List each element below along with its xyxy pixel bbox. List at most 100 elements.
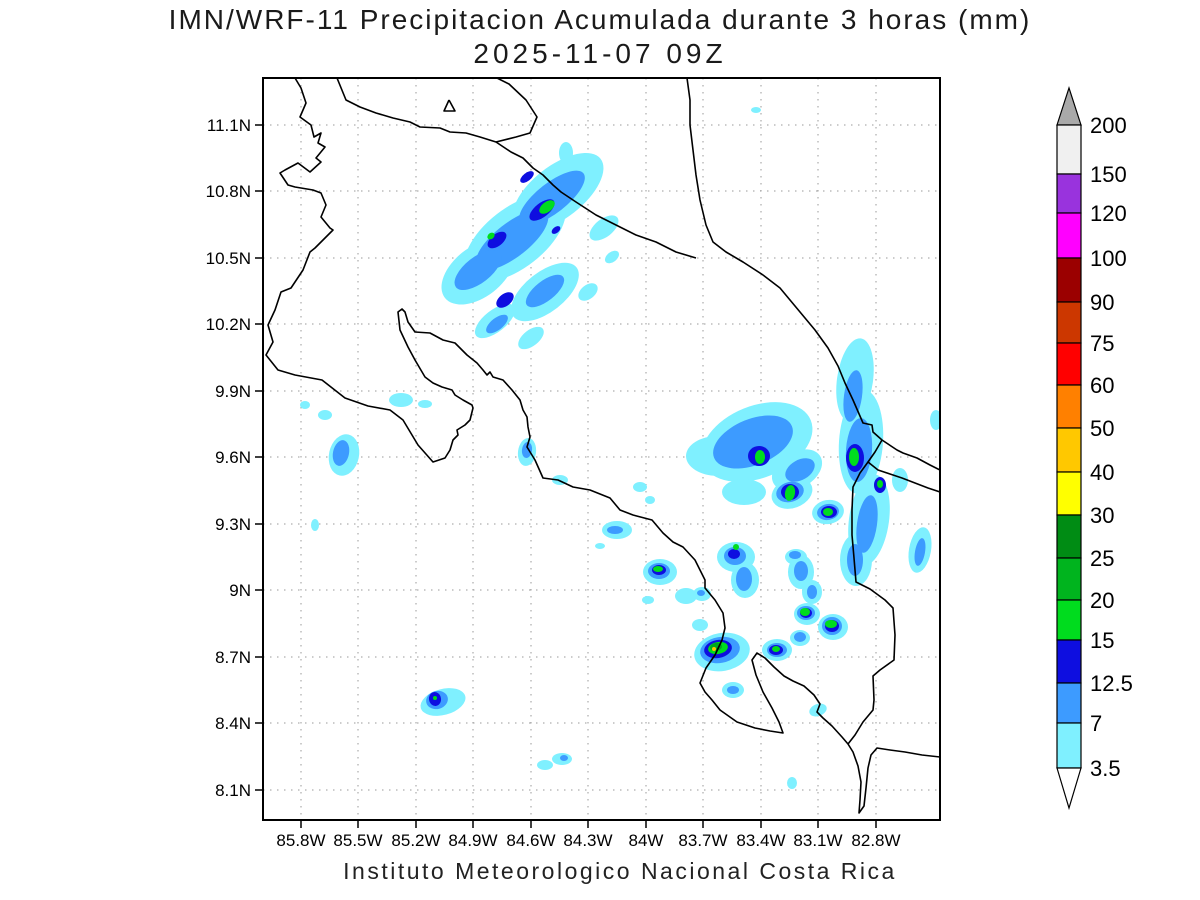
- x-tick-label: 83.1W: [793, 831, 842, 850]
- coastline-path: [443, 99, 456, 112]
- colorbar-segment: [1056, 599, 1082, 641]
- precip-cell: [332, 440, 350, 466]
- precip-cell: [772, 646, 780, 652]
- precip-cell: [496, 292, 514, 308]
- precip-layer-3-5-7-mm: [300, 107, 940, 789]
- precip-cell: [847, 544, 863, 576]
- precip-cell: [751, 107, 761, 113]
- precip-cell: [487, 231, 507, 249]
- precip-cell: [559, 142, 573, 164]
- precip-cell: [520, 171, 534, 183]
- precip-cell: [604, 250, 620, 264]
- colorbar-segment: [1056, 301, 1082, 344]
- precip-cell: [521, 442, 533, 458]
- colorbar-level-label: 50: [1090, 416, 1114, 441]
- x-tick-label: 84.6W: [506, 831, 555, 850]
- precip-cell: [518, 326, 544, 350]
- precip-cell: [755, 450, 765, 464]
- precip-cell: [722, 479, 766, 505]
- precip-cell: [843, 370, 863, 422]
- coastline-path: [847, 461, 896, 745]
- precip-layer-15-20-mm: [433, 200, 883, 700]
- precip-cell: [418, 400, 432, 408]
- y-tick-label: 8.4N: [215, 714, 251, 733]
- y-tick-label: 9N: [229, 581, 251, 600]
- colorbar-level-label: 150: [1090, 162, 1127, 187]
- colorbar-level-label: 12.5: [1090, 671, 1133, 696]
- colorbar-arrow-bottom: [1056, 767, 1082, 811]
- precip-cell: [849, 448, 859, 466]
- colorbar-level-label: 40: [1090, 460, 1114, 485]
- precip-cell: [930, 410, 940, 430]
- precip-cell: [595, 543, 605, 549]
- colorbar-level-label: 25: [1090, 546, 1114, 571]
- colorbar-segment: [1056, 212, 1082, 259]
- coastline-path: [686, 78, 940, 471]
- colorbar-segment: [1056, 427, 1082, 473]
- precip-cell: [825, 620, 837, 628]
- precip-cell: [697, 590, 705, 596]
- precip-cell: [728, 549, 740, 559]
- precip-cell: [713, 415, 793, 469]
- precip-cell: [589, 215, 619, 241]
- y-tick-label: 9.9N: [215, 382, 251, 401]
- colorbar-level-label: 100: [1090, 246, 1127, 271]
- precip-cell: [794, 632, 806, 642]
- y-tick-label: 10.8N: [206, 182, 251, 201]
- precip-cell: [787, 777, 797, 789]
- y-tick-label: 9.3N: [215, 515, 251, 534]
- colorbar-segment: [1056, 557, 1082, 601]
- colorbar-segment: [1056, 639, 1082, 684]
- precip-cell: [486, 314, 508, 334]
- precip-cell: [892, 468, 908, 492]
- precip-cell: [433, 696, 437, 700]
- x-tick-label: 82.8W: [851, 831, 900, 850]
- precip-cell: [789, 551, 801, 559]
- chart-title-line2: 2025-11-07 09Z: [473, 38, 727, 69]
- precip-cell: [800, 608, 810, 616]
- colorbar-level-label: 120: [1090, 201, 1127, 226]
- precip-layer-7-12-5-mm: [332, 170, 926, 761]
- colorbar-level-label: 30: [1090, 503, 1114, 528]
- colorbar-segment: [1056, 384, 1082, 429]
- precip-cell: [736, 567, 752, 591]
- colorbar-segment: [1056, 722, 1082, 769]
- precip-cell: [318, 410, 332, 420]
- precip-cell: [607, 526, 623, 534]
- colorbar-level-label: 20: [1090, 588, 1114, 613]
- coastline-path: [867, 439, 940, 493]
- coastline-path: [336, 78, 697, 259]
- precip-cell: [539, 200, 555, 214]
- y-tick-label: 8.1N: [215, 781, 251, 800]
- coastline-path: [265, 78, 940, 814]
- colorbar-level-label: 90: [1090, 290, 1114, 315]
- axes: 11.1N 10.8N 10.5N 10.2N 9.9N 9.6N 9.3N 9N 8.7N 8.…: [206, 116, 901, 850]
- colorbar: 200 150 120 100 90 75 60 50 40 30 25 20 15 12.5 7 3.5: [1056, 86, 1133, 811]
- precip-cell: [877, 480, 883, 488]
- colorbar-segment: [1056, 124, 1082, 175]
- precip-cell: [784, 485, 796, 501]
- x-tick-label: 83.4W: [736, 831, 785, 850]
- precip-cell: [675, 588, 697, 604]
- precip-cell: [389, 393, 413, 407]
- colorbar-segment: [1056, 682, 1082, 724]
- colorbar-segment: [1056, 471, 1082, 516]
- precip-cell: [727, 686, 739, 694]
- colorbar-level-label: 60: [1090, 373, 1114, 398]
- precip-cell: [785, 458, 815, 482]
- x-tick-label: 85.5W: [333, 831, 382, 850]
- precip-cell: [578, 283, 598, 301]
- chart-title-line1: IMN/WRF-11 Precipitacion Acumulada duran…: [168, 4, 1032, 35]
- precip-cell: [633, 482, 647, 492]
- precip-cell: [645, 496, 655, 504]
- y-tick-label: 10.2N: [206, 315, 251, 334]
- x-tick-label: 84.9W: [448, 831, 497, 850]
- precip-cell: [551, 226, 561, 234]
- precip-cell: [311, 519, 319, 531]
- x-tick-label: 85.8W: [276, 831, 325, 850]
- colorbar-level-label: 3.5: [1090, 756, 1121, 781]
- colorbar-segment: [1056, 257, 1082, 303]
- precip-cell: [823, 508, 833, 516]
